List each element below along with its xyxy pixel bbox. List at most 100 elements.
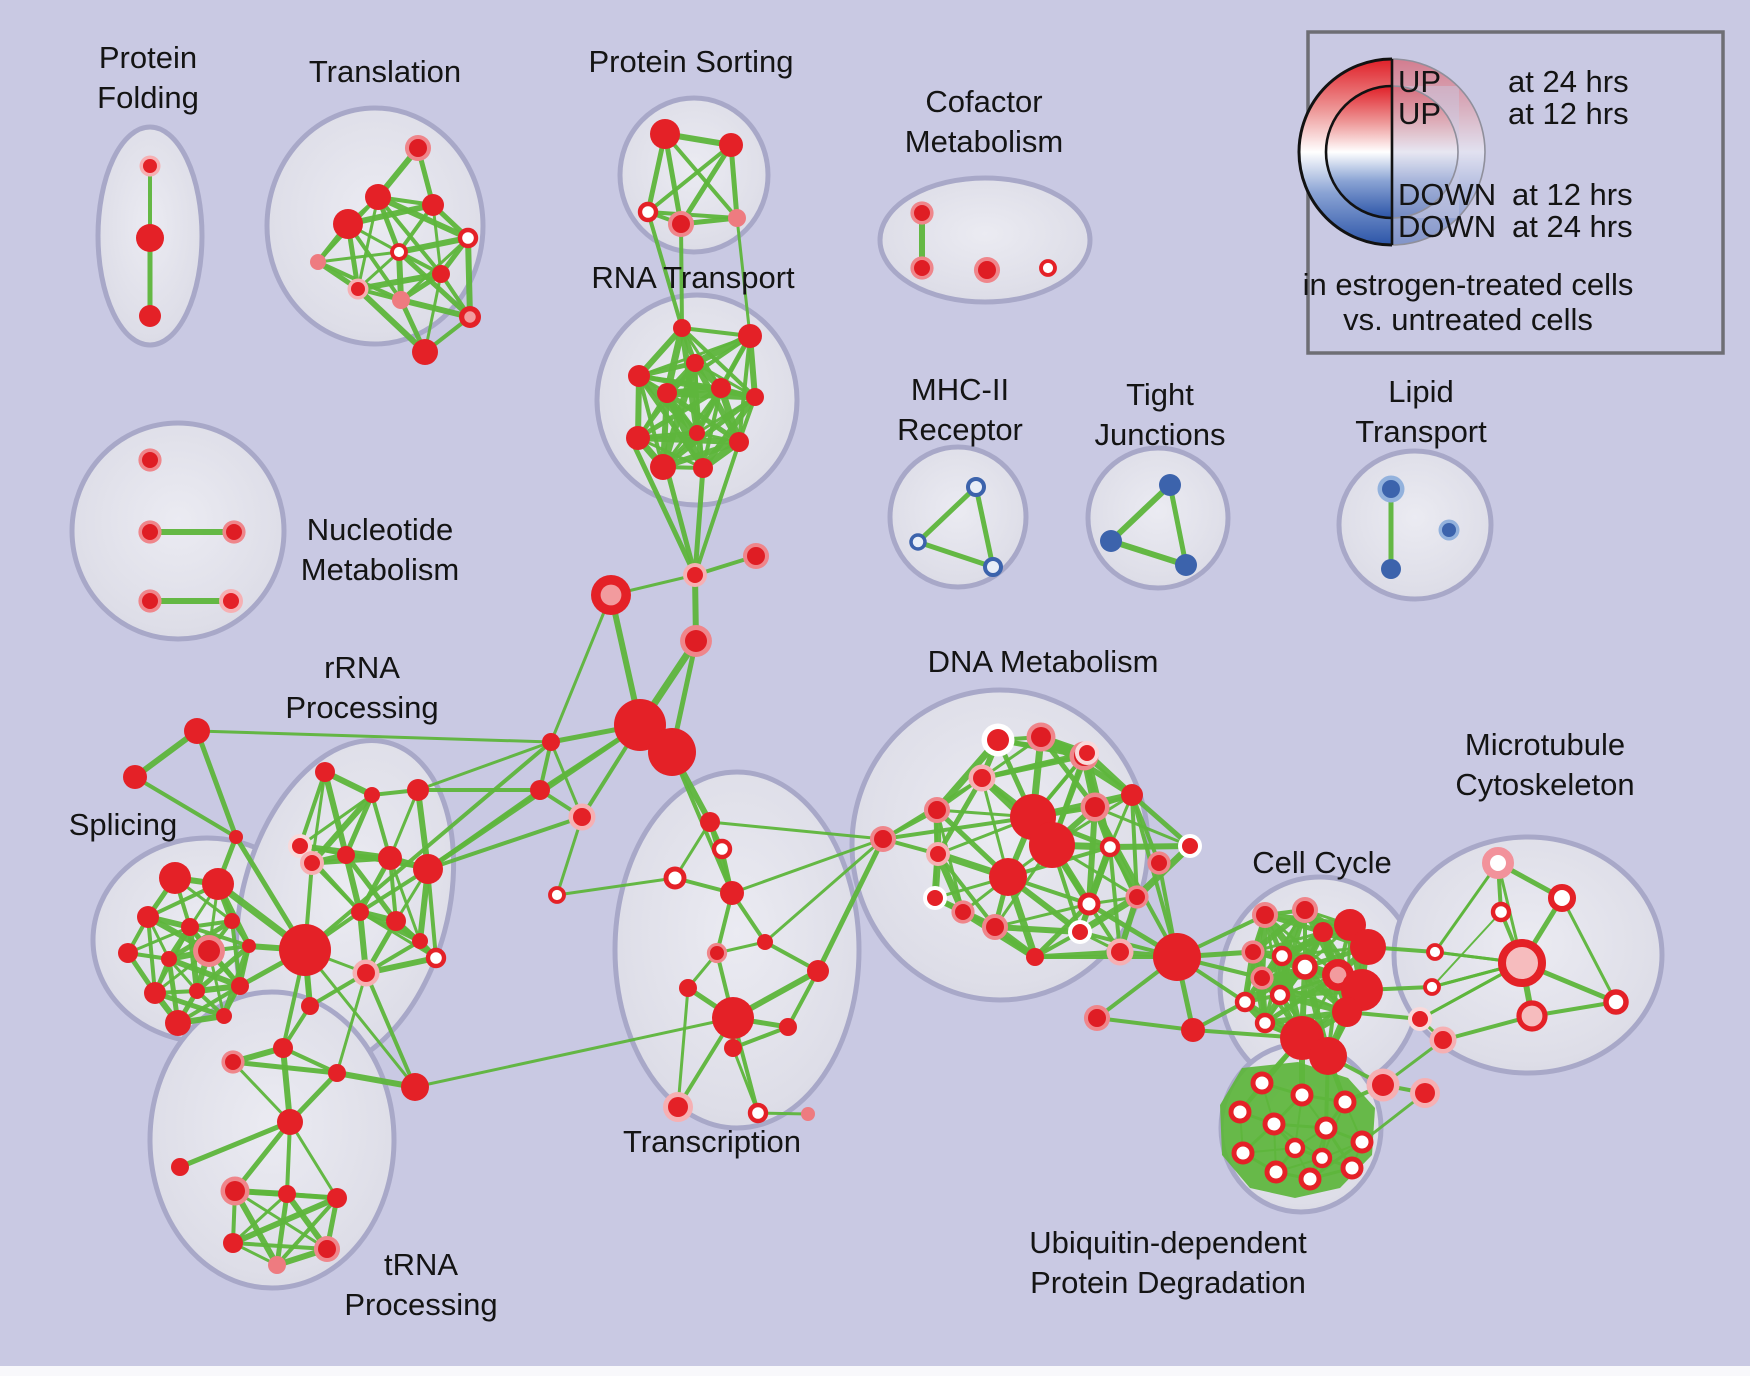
node-up bbox=[413, 854, 443, 884]
cluster-label-dna-metabolism: DNA Metabolism bbox=[928, 644, 1159, 679]
cluster-label-nucleotide-metabolism-line2: Metabolism bbox=[301, 552, 460, 587]
edge-bridge bbox=[646, 210, 684, 330]
edge-bridge bbox=[364, 971, 417, 1089]
node-up bbox=[689, 425, 705, 441]
node-up bbox=[224, 913, 240, 929]
node-up-24-only bbox=[1298, 1167, 1322, 1191]
edge-rrna-processing bbox=[322, 769, 349, 858]
edge-splicing bbox=[187, 924, 200, 994]
node-up bbox=[412, 933, 428, 949]
node-up bbox=[223, 1233, 243, 1253]
bottom-margin bbox=[0, 1366, 1750, 1376]
node-up-24-only bbox=[711, 838, 733, 860]
edge-translation bbox=[423, 272, 443, 354]
edge-microtubule-cytoskeleton bbox=[1560, 896, 1618, 1004]
cluster-label-mhc-ii-receptor-line2: Receptor bbox=[897, 412, 1023, 447]
node-up bbox=[273, 1038, 293, 1058]
node-up bbox=[989, 858, 1027, 896]
edge-dna-metabolism bbox=[1107, 843, 1193, 850]
node-up bbox=[142, 524, 158, 540]
node-up bbox=[386, 911, 406, 931]
node-up bbox=[279, 924, 331, 976]
cluster-label-ubiquitin-degradation-line1: Ubiquitin-dependent bbox=[1029, 1225, 1307, 1260]
edge-translation bbox=[396, 249, 473, 320]
node-up bbox=[1434, 1031, 1452, 1049]
edge-bridge bbox=[693, 441, 741, 577]
node-core bbox=[600, 584, 622, 606]
legend-left-arc-inner bbox=[1324, 84, 1393, 220]
node-up bbox=[626, 426, 650, 450]
node-up bbox=[1026, 948, 1044, 966]
node-up-24-only bbox=[457, 227, 479, 249]
node-up-moderate bbox=[268, 1256, 286, 1274]
edge-bridge bbox=[708, 820, 885, 841]
node-up-24-only bbox=[1290, 1083, 1314, 1107]
node-up bbox=[226, 524, 242, 540]
node-up bbox=[1129, 889, 1145, 905]
edge-bridge bbox=[735, 216, 752, 338]
legend-down24-dir: DOWN bbox=[1398, 209, 1496, 244]
node-up-24-only bbox=[663, 866, 687, 890]
node-up-24-only bbox=[1228, 1100, 1252, 1124]
node-up bbox=[724, 1039, 742, 1057]
cluster-label-protein-folding-line1: Protein bbox=[99, 40, 197, 75]
node-up bbox=[337, 846, 355, 864]
edge-tight-junctions bbox=[1108, 482, 1173, 544]
node-up bbox=[1111, 943, 1129, 961]
edge-bridge bbox=[555, 876, 677, 897]
node-up bbox=[144, 982, 166, 1004]
node-up bbox=[1372, 1074, 1394, 1096]
node-up bbox=[530, 780, 550, 800]
cluster-ellipse-transcription bbox=[612, 769, 862, 1131]
cluster-ellipse-cofactor-metabolism bbox=[877, 175, 1093, 305]
legend-up24-dir: UP bbox=[1398, 64, 1441, 99]
node-up-24-only bbox=[1254, 1012, 1276, 1034]
node-up bbox=[181, 918, 199, 936]
node-up bbox=[198, 940, 220, 962]
node-up-24-only bbox=[1340, 1156, 1364, 1180]
edge-rna-transport bbox=[680, 326, 757, 399]
cluster-label-microtubule-cytoskeleton-line2: Cytoskeleton bbox=[1455, 767, 1634, 802]
cluster-label-lipid-transport-line1: Lipid bbox=[1388, 374, 1454, 409]
edge-protein-sorting bbox=[662, 131, 684, 227]
node-up bbox=[700, 812, 720, 832]
node-up bbox=[927, 890, 943, 906]
node-up bbox=[987, 729, 1009, 751]
node-up bbox=[747, 547, 765, 565]
edge-transcription bbox=[731, 1025, 790, 1050]
node-up bbox=[807, 960, 829, 982]
edge-bridge bbox=[1130, 793, 1161, 865]
node-up bbox=[1151, 855, 1167, 871]
node-up-24-only bbox=[1284, 1137, 1306, 1159]
node-down-ring bbox=[966, 477, 986, 497]
node-up bbox=[143, 159, 157, 173]
node-up bbox=[1412, 1011, 1428, 1027]
edge-dna-metabolism bbox=[1038, 734, 1098, 810]
node-up bbox=[1085, 797, 1105, 817]
node-up bbox=[914, 205, 930, 221]
edge-protein-sorting bbox=[646, 210, 739, 220]
node-up-24-only bbox=[1250, 1071, 1274, 1095]
edge-bridge bbox=[1095, 1016, 1195, 1032]
node-up bbox=[955, 904, 971, 920]
node-up bbox=[687, 567, 703, 583]
node-up bbox=[1309, 1037, 1347, 1075]
node-up-24-only bbox=[1231, 1141, 1255, 1165]
edge-bridge bbox=[549, 593, 613, 744]
node-down bbox=[1382, 480, 1400, 498]
edge-rrna-processing bbox=[298, 793, 374, 848]
node-up bbox=[142, 593, 158, 609]
edge-rrna-processing bbox=[388, 788, 420, 860]
edge-dna-metabolism bbox=[979, 750, 1090, 781]
legend-inner-faded bbox=[1392, 86, 1459, 218]
edge-rna-transport bbox=[635, 385, 724, 441]
cluster-label-splicing: Splicing bbox=[69, 807, 178, 842]
node-up bbox=[139, 305, 161, 327]
node-up bbox=[1332, 997, 1362, 1027]
edge-trna-processing bbox=[232, 1119, 293, 1194]
node-up bbox=[719, 133, 743, 157]
node-up bbox=[278, 1185, 296, 1203]
node-up bbox=[1254, 970, 1270, 986]
